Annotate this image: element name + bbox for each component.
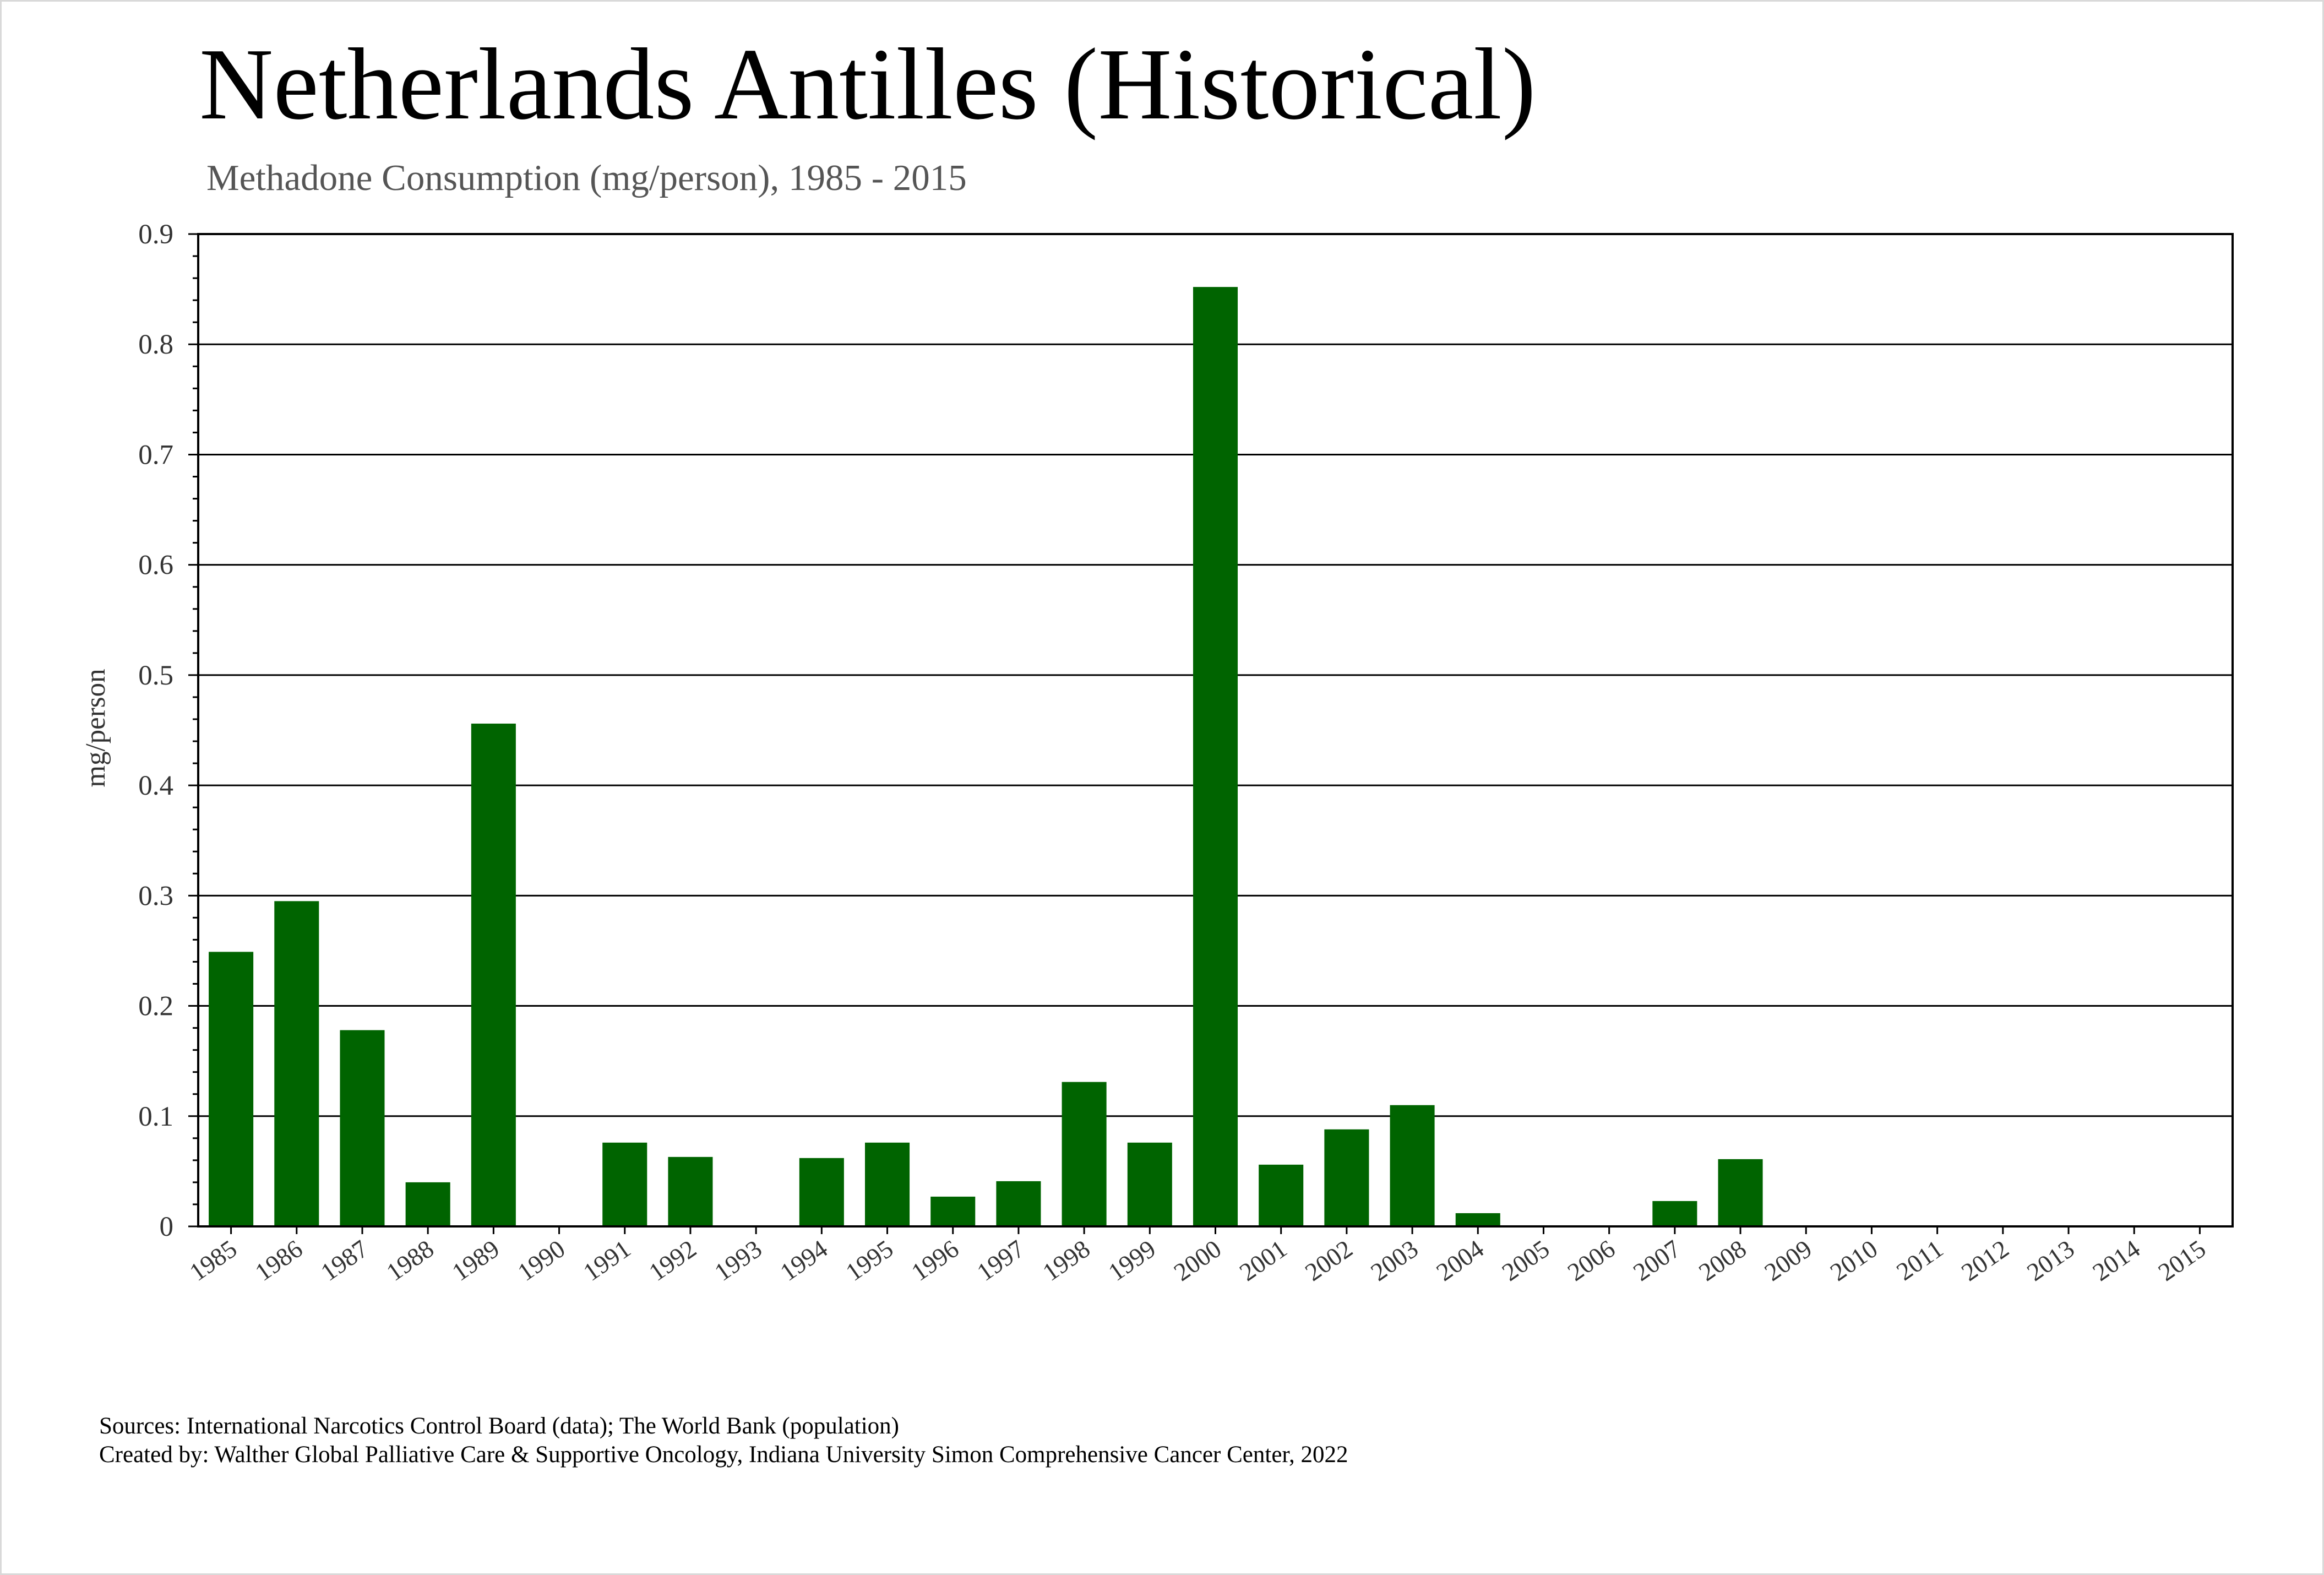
bar-1989 [471,723,516,1226]
x-tick-label: 1987 [315,1234,373,1286]
credits-line: Created by: Walther Global Palliative Ca… [99,1442,1348,1468]
y-tick-label: 0.9 [138,219,173,250]
chart-subtitle: Methadone Consumption (mg/person), 1985 … [206,158,967,198]
x-tick-label: 2008 [1694,1234,1751,1286]
bar-1992 [668,1156,713,1226]
y-tick-label: 0.8 [138,329,173,360]
bar-1996 [930,1196,976,1226]
bar-1991 [602,1142,647,1226]
bar-1987 [340,1030,385,1226]
x-tick-label: 1986 [250,1234,308,1286]
bar-2004 [1455,1213,1500,1226]
sources-line: Sources: International Narcotics Control… [99,1413,899,1439]
x-tick-label: 2007 [1628,1234,1686,1286]
x-tick-label: 2013 [2022,1234,2080,1286]
x-tick-label: 1997 [972,1234,1030,1286]
x-tick-label: 2001 [1234,1234,1292,1286]
x-tick-label: 1996 [906,1234,964,1286]
x-tick-label: 2002 [1300,1234,1358,1286]
bar-1999 [1127,1142,1172,1226]
bar-1994 [799,1158,844,1226]
bar-2003 [1390,1105,1435,1226]
bar-2000 [1193,287,1238,1226]
x-tick-label: 2003 [1365,1234,1423,1286]
x-tick-label: 2015 [2153,1234,2211,1286]
x-tick-label: 2006 [1563,1234,1620,1286]
x-tick-label: 2005 [1497,1234,1555,1286]
bar-1997 [996,1181,1041,1226]
bar-2002 [1324,1129,1369,1226]
y-tick-label: 0.1 [138,1101,173,1132]
y-tick-label: 0.4 [138,770,173,801]
x-tick-label: 1999 [1103,1234,1161,1286]
bar-2001 [1259,1164,1304,1226]
chart-title: Netherlands Antilles (Historical) [199,28,1536,141]
x-tick-label: 1991 [578,1234,636,1286]
bar-1985 [209,952,254,1226]
y-tick-label: 0.5 [138,660,173,691]
x-tick-label: 1990 [513,1234,570,1286]
y-tick-labels: 0 0.1 0.2 0.3 0.4 0.5 0.6 0.7 0.8 0.9 [138,219,173,1242]
x-tick-label: 1989 [447,1234,504,1286]
bar-2007 [1652,1201,1697,1226]
x-tick-label: 1994 [775,1234,832,1286]
x-tick-label: 1995 [841,1234,899,1286]
bar-2008 [1718,1159,1763,1226]
y-tick-label: 0.2 [138,991,173,1022]
x-tick-label: 2004 [1431,1234,1489,1286]
x-tick-label: 2000 [1169,1234,1227,1286]
x-tick-label: 2011 [1891,1234,1948,1286]
x-tick-label: 2010 [1825,1234,1883,1286]
y-tick-label: 0.3 [138,881,173,911]
x-tick-label: 2009 [1759,1234,1817,1286]
bar-1988 [405,1182,450,1226]
x-tick-label: 1993 [709,1234,767,1286]
x-tick-label: 1998 [1037,1234,1095,1286]
y-tick-label: 0.6 [138,550,173,581]
x-tick-label: 1985 [184,1234,242,1286]
x-tick-label: 2012 [1956,1234,2014,1286]
bar-1986 [274,901,319,1226]
bar-1998 [1062,1082,1107,1226]
x-tick-label: 1992 [644,1234,701,1286]
x-tick-label: 2014 [2087,1234,2145,1286]
x-tick-labels: 1985 1986 1987 1988 1989 1990 1991 1992 1993 1994… [184,1234,2211,1286]
bar-series [209,287,1763,1226]
axes [188,233,2234,1234]
bar-1995 [865,1142,910,1226]
y-tick-label: 0.7 [138,439,173,470]
y-axis-label: mg/person [80,669,111,787]
x-tick-label: 1988 [381,1234,439,1286]
y-tick-label: 0 [160,1212,174,1242]
